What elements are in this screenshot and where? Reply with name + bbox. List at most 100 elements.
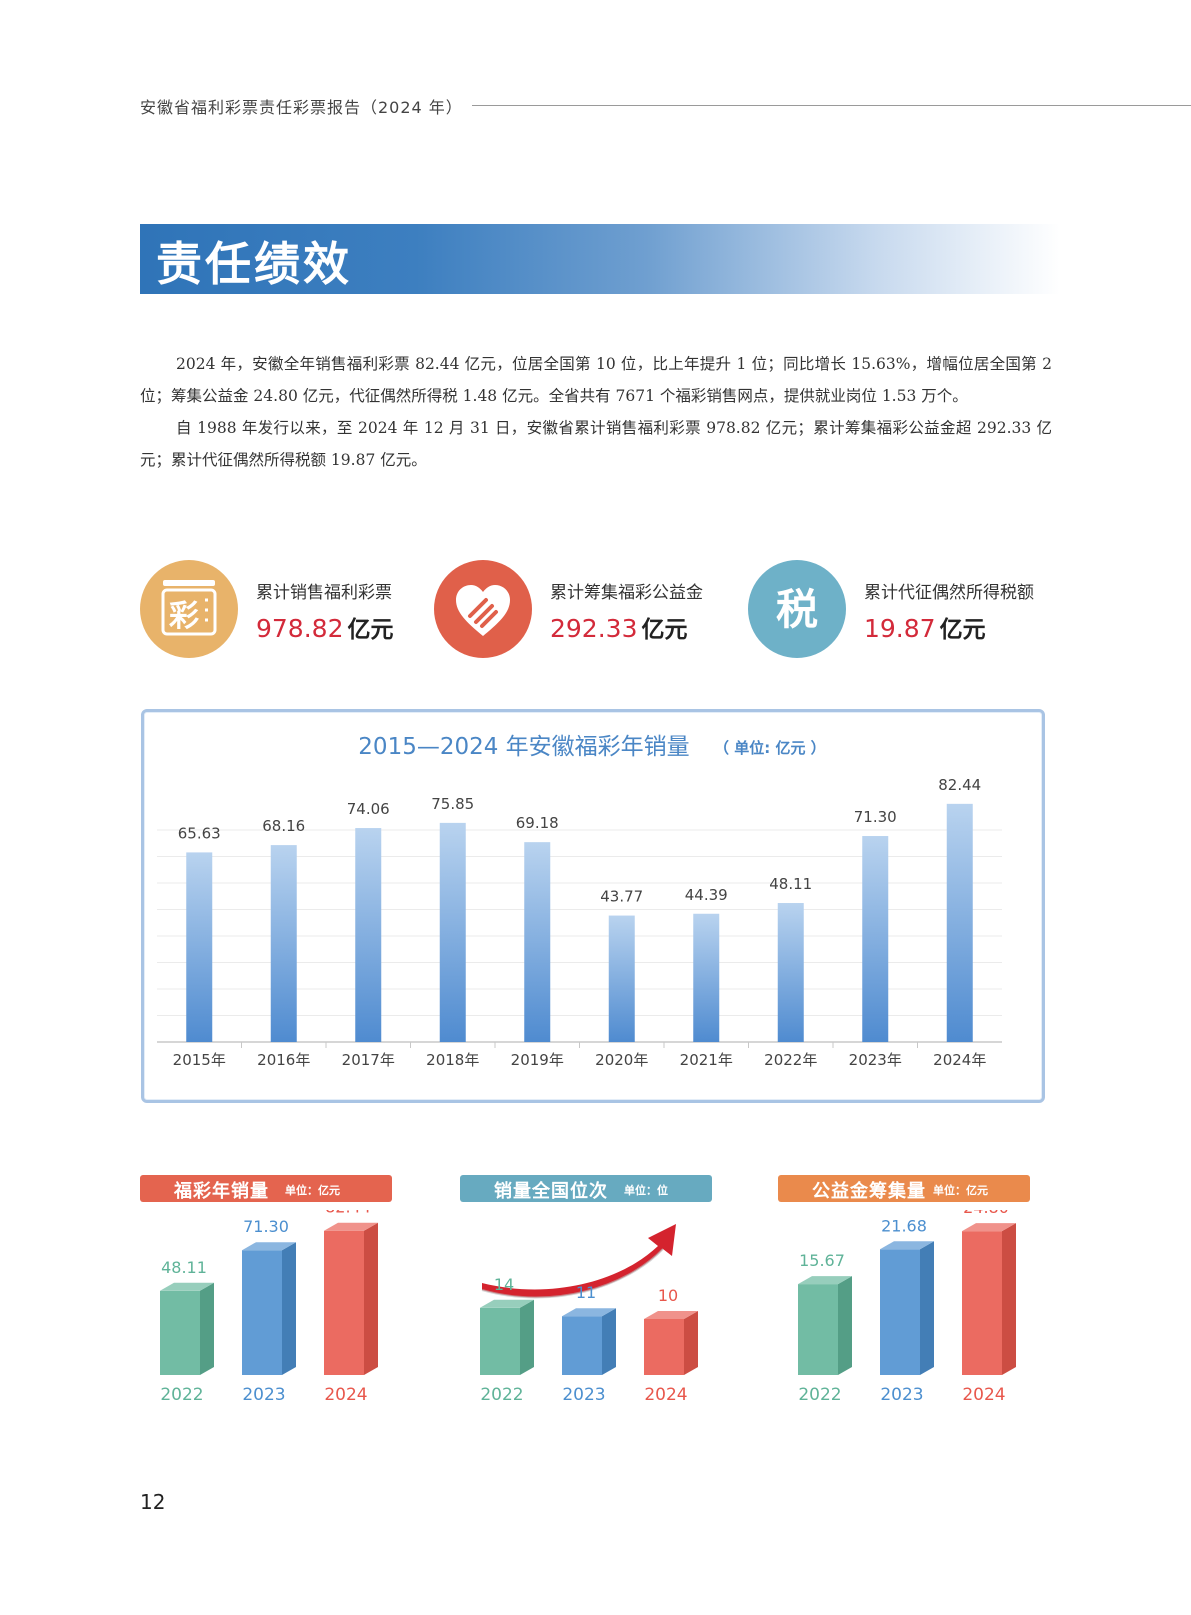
bar-2020年	[608, 915, 635, 1042]
bar-value-label: 75.85	[431, 795, 474, 813]
bar-side-face	[1002, 1223, 1016, 1375]
x-tick-label: 2020年	[595, 1051, 648, 1069]
x-tick-label: 2024年	[933, 1051, 986, 1069]
bar-top-face	[880, 1241, 934, 1250]
bar-2015年	[186, 852, 213, 1042]
bar-value-label: 65.63	[178, 824, 221, 842]
bar-2024	[962, 1223, 1016, 1375]
lottery-icon-char: 彩	[169, 599, 199, 634]
bar-front-face	[962, 1231, 1002, 1375]
rising-arrow-icon	[482, 1224, 676, 1298]
bar-value-label: 21.68	[881, 1216, 927, 1235]
bar-side-face	[602, 1308, 616, 1375]
stat-lottery-sales: 彩 累计销售福利彩票 978.82 亿元	[140, 560, 420, 658]
bar-2023年	[862, 836, 889, 1042]
mini-chart-sales: 48.11 2022 71.30 2023 82.44 2024	[160, 1210, 378, 1405]
year-label: 2024	[324, 1385, 367, 1405]
x-tick-label: 2018年	[426, 1051, 479, 1069]
bar-2022	[160, 1282, 214, 1375]
bar-2022	[798, 1276, 852, 1375]
mini-title: 公益金筹集量	[812, 1181, 926, 1202]
tax-icon: 税	[748, 560, 846, 658]
stat-value: 292.33 亿元	[550, 614, 688, 643]
bar-2023	[562, 1308, 616, 1375]
bar-2019年	[524, 842, 551, 1042]
bar-front-face	[562, 1316, 602, 1375]
bar-side-face	[520, 1299, 534, 1375]
bar-top-face	[962, 1223, 1016, 1232]
bar-side-face	[920, 1241, 934, 1375]
bar-side-face	[282, 1242, 296, 1375]
year-label: 2024	[962, 1385, 1005, 1405]
year-label: 2023	[562, 1385, 605, 1405]
mini-header-sales: 福彩年销量 单位：亿元	[140, 1175, 392, 1202]
x-tick-label: 2021年	[680, 1051, 733, 1069]
bar-side-face	[200, 1282, 214, 1375]
bar-front-face	[480, 1307, 520, 1375]
bar-value-label: 74.06	[347, 800, 390, 818]
bar-front-face	[880, 1249, 920, 1375]
year-label: 2023	[880, 1385, 923, 1405]
bar-front-face	[160, 1290, 200, 1375]
bar-top-face	[480, 1299, 534, 1308]
intro-text: 2024 年，安徽全年销售福利彩票 82.44 亿元，位居全国第 10 位，比上…	[140, 348, 1052, 476]
bar-2018年	[439, 822, 466, 1042]
bar-front-face	[644, 1319, 684, 1375]
lottery-icon: 彩	[140, 560, 238, 658]
mini-header-rank: 销量全国位次 单位：位	[460, 1175, 712, 1202]
chart-title: 2015—2024 年安徽福彩年销量	[358, 734, 689, 760]
stat-value: 19.87 亿元	[864, 614, 986, 643]
year-label: 2023	[242, 1385, 285, 1405]
mini-unit: 单位：位	[624, 1184, 668, 1197]
bar-value-label: 69.18	[516, 814, 559, 832]
header-title: 安徽省福利彩票责任彩票报告（2024 年）	[140, 98, 463, 117]
arrow-shadow	[481, 1248, 664, 1299]
bar-side-face	[684, 1311, 698, 1375]
intro-paragraph-1: 2024 年，安徽全年销售福利彩票 82.44 亿元，位居全国第 10 位，比上…	[140, 355, 1052, 405]
bar-2022年	[777, 903, 804, 1042]
annual-sales-chart: 2015—2024 年安徽福彩年销量 （ 单位: 亿元 ） 65.63 2015年…	[141, 709, 1045, 1103]
header-rule	[472, 105, 1191, 106]
mini-header-fund: 公益金筹集量 单位：亿元	[778, 1175, 1030, 1202]
bar-2024	[644, 1311, 698, 1375]
bar-top-face	[324, 1222, 378, 1231]
year-label: 2024	[644, 1385, 687, 1405]
bar-2021年	[693, 913, 720, 1042]
stat-label: 累计筹集福彩公益金	[550, 583, 703, 603]
year-label: 2022	[798, 1385, 841, 1405]
bar-value-label: 24.80	[963, 1210, 1009, 1217]
intro-paragraph-2: 自 1988 年发行以来，至 2024 年 12 月 31 日，安徽省累计销售福…	[140, 419, 1052, 469]
bar-top-face	[242, 1242, 296, 1251]
bar-2016年	[270, 845, 297, 1042]
bar-front-face	[242, 1250, 282, 1375]
bar-top-face	[562, 1308, 616, 1317]
mini-chart-rank: 14 2022 11 2023 10 2024	[480, 1224, 698, 1405]
heart-hands-icon	[434, 560, 532, 658]
stat-welfare-fund: 累计筹集福彩公益金 292.33 亿元	[434, 560, 724, 658]
bar-2024	[324, 1222, 378, 1375]
bar-value-label: 14	[494, 1275, 514, 1294]
stat-tax: 税 累计代征偶然所得税额 19.87 亿元	[748, 560, 1048, 658]
bar-value-label: 71.30	[854, 808, 897, 826]
mini-title: 福彩年销量	[174, 1181, 269, 1202]
bar-side-face	[838, 1276, 852, 1375]
bar-front-face	[324, 1230, 364, 1375]
stat-value: 978.82 亿元	[256, 614, 394, 643]
mini-unit: 单位：亿元	[933, 1184, 988, 1197]
bar-top-face	[798, 1276, 852, 1285]
bar-value-label: 15.67	[799, 1251, 845, 1270]
section-title: 责任绩效	[156, 237, 352, 291]
mini-title: 销量全国位次	[494, 1181, 608, 1202]
bar-2022	[480, 1299, 534, 1375]
x-tick-label: 2019年	[511, 1051, 564, 1069]
bar-2023	[242, 1242, 296, 1375]
bar-side-face	[364, 1222, 378, 1375]
year-label: 2022	[160, 1385, 203, 1405]
section-banner: 责任绩效	[140, 224, 1060, 294]
bar-value-label: 48.11	[769, 875, 812, 893]
x-tick-label: 2015年	[173, 1051, 226, 1069]
bar-2023	[880, 1241, 934, 1375]
mini-chart-fund: 15.67 2022 21.68 2023 24.80 2024	[798, 1210, 1016, 1405]
mini-unit: 单位：亿元	[285, 1184, 340, 1197]
x-tick-label: 2022年	[764, 1051, 817, 1069]
